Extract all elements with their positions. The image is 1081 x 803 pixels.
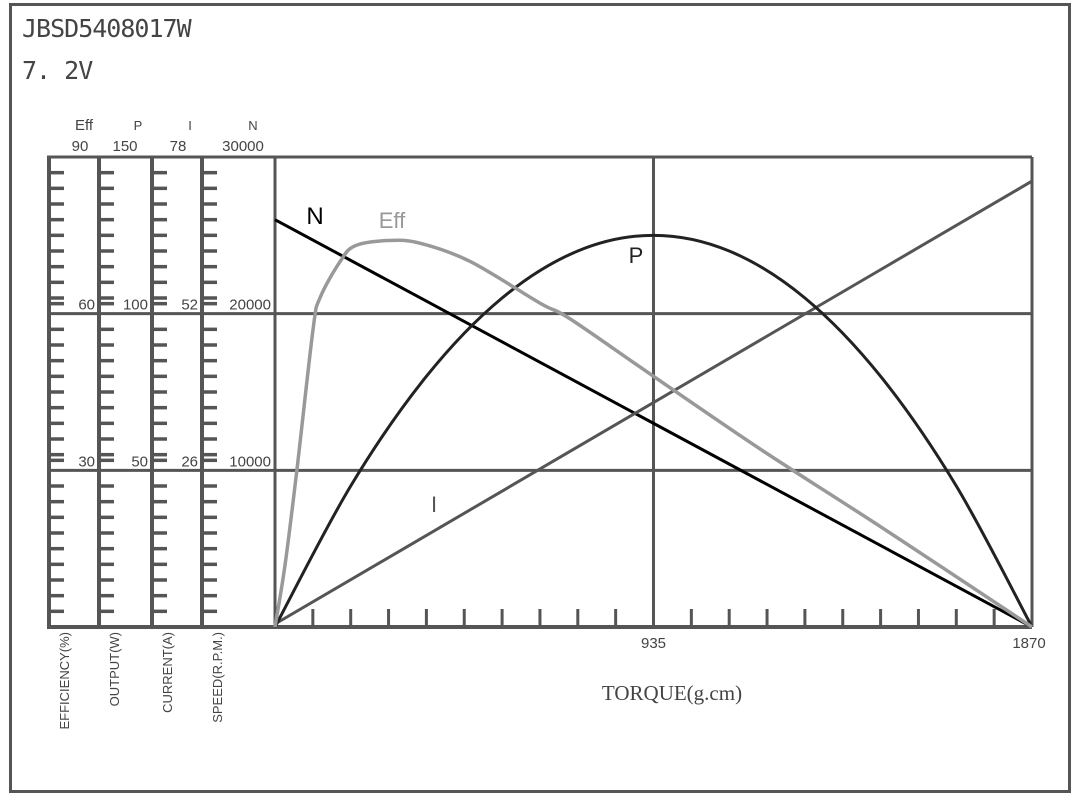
series-line-i [274, 179, 1033, 626]
axis-header: Eff [75, 117, 94, 134]
series-label-n: N [306, 203, 323, 230]
y-tick-label: 26 [181, 453, 198, 470]
y-tick-label: 50 [131, 453, 148, 470]
chart-subtitle: 7. 2V [22, 56, 93, 85]
series-label-i: I [431, 492, 437, 517]
y-tick-label: 52 [181, 297, 198, 314]
series-line-eff [273, 238, 1033, 629]
x-tick-label: 1870 [1012, 635, 1045, 652]
series-line-p [273, 233, 1034, 628]
y-tick-label: 60 [78, 297, 95, 314]
series-label-eff: Eff [379, 208, 406, 233]
chart-title: JBSD5408017W [22, 14, 192, 43]
axis-header: I [188, 118, 192, 133]
axis-header: N [248, 118, 257, 133]
y-tick-label: 30 [78, 453, 95, 470]
y-tick-label: 30000 [222, 138, 264, 155]
chart-frame [9, 3, 1071, 793]
series-label-p: P [629, 243, 644, 268]
x-axis-label: TORQUE(g.cm) [602, 681, 742, 705]
y-tick-label: 150 [112, 138, 137, 155]
y-tick-label: 78 [170, 138, 187, 155]
axis-label: EFFICIENCY(%) [57, 632, 72, 730]
axis-label: SPEED(R.P.M.) [210, 632, 225, 723]
axis-header: P [134, 118, 143, 133]
axis-label: CURRENT(A) [160, 632, 175, 713]
y-tick-label: 20000 [229, 297, 271, 314]
axis-label: OUTPUT(W) [107, 632, 122, 706]
y-tick-label: 10000 [229, 453, 271, 470]
y-tick-label: 90 [72, 138, 89, 155]
series-line-n [274, 218, 1033, 629]
y-tick-label: 100 [123, 297, 148, 314]
x-tick-label: 935 [641, 635, 666, 652]
